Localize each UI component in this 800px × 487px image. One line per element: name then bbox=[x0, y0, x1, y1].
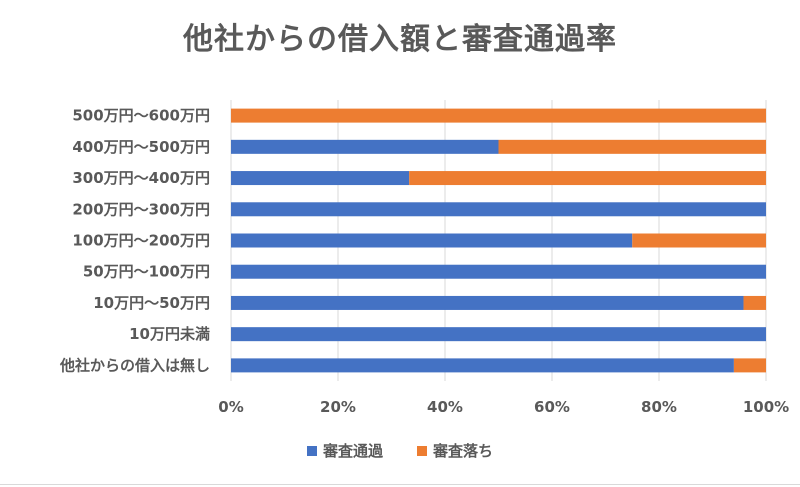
x-tick-label: 20% bbox=[320, 398, 356, 416]
bar-pass bbox=[231, 171, 410, 186]
legend-swatch-pass bbox=[306, 445, 317, 456]
bottom-divider bbox=[0, 484, 800, 485]
legend-item-fail: 審査落ち bbox=[417, 440, 493, 461]
bar-pass bbox=[231, 233, 633, 248]
category-label: 500万円〜600万円 bbox=[72, 107, 210, 125]
bar-pass bbox=[231, 264, 766, 279]
category-label: 50万円〜100万円 bbox=[83, 263, 210, 281]
category-label: 他社からの借入は無し bbox=[59, 356, 210, 374]
legend-label-fail: 審査落ち bbox=[433, 442, 494, 460]
bar-fail bbox=[498, 139, 766, 154]
bar-pass bbox=[231, 202, 766, 217]
legend-item-pass: 審査通過 bbox=[306, 440, 383, 461]
x-tick-label: 80% bbox=[641, 398, 677, 416]
bar-pass bbox=[231, 139, 499, 154]
bar-fail bbox=[632, 233, 766, 248]
chart-title: 他社からの借入額と審査通過率 bbox=[183, 22, 617, 57]
bar-fail bbox=[743, 295, 766, 310]
category-label: 200万円〜300万円 bbox=[72, 200, 210, 218]
bar-pass bbox=[231, 295, 744, 310]
bar-fail bbox=[231, 108, 766, 123]
x-tick-label: 40% bbox=[427, 398, 463, 416]
category-label: 100万円〜200万円 bbox=[72, 232, 210, 250]
x-tick-label: 60% bbox=[534, 398, 570, 416]
category-label: 10万円未満 bbox=[129, 325, 210, 343]
bar-fail bbox=[733, 358, 766, 373]
bar-fail bbox=[409, 171, 766, 186]
legend-swatch-fail bbox=[417, 445, 427, 456]
x-tick-label: 100% bbox=[743, 398, 789, 416]
category-label: 400万円〜500万円 bbox=[72, 138, 210, 156]
chart-legend: 審査通過 審査落ち bbox=[0, 440, 800, 461]
category-label: 10万円〜50万円 bbox=[93, 294, 210, 312]
bar-pass bbox=[231, 358, 734, 373]
category-label: 300万円〜400万円 bbox=[72, 169, 210, 187]
bar-pass bbox=[231, 327, 766, 342]
legend-label-pass: 審査通過 bbox=[322, 442, 383, 460]
x-tick-label: 0% bbox=[218, 398, 243, 416]
